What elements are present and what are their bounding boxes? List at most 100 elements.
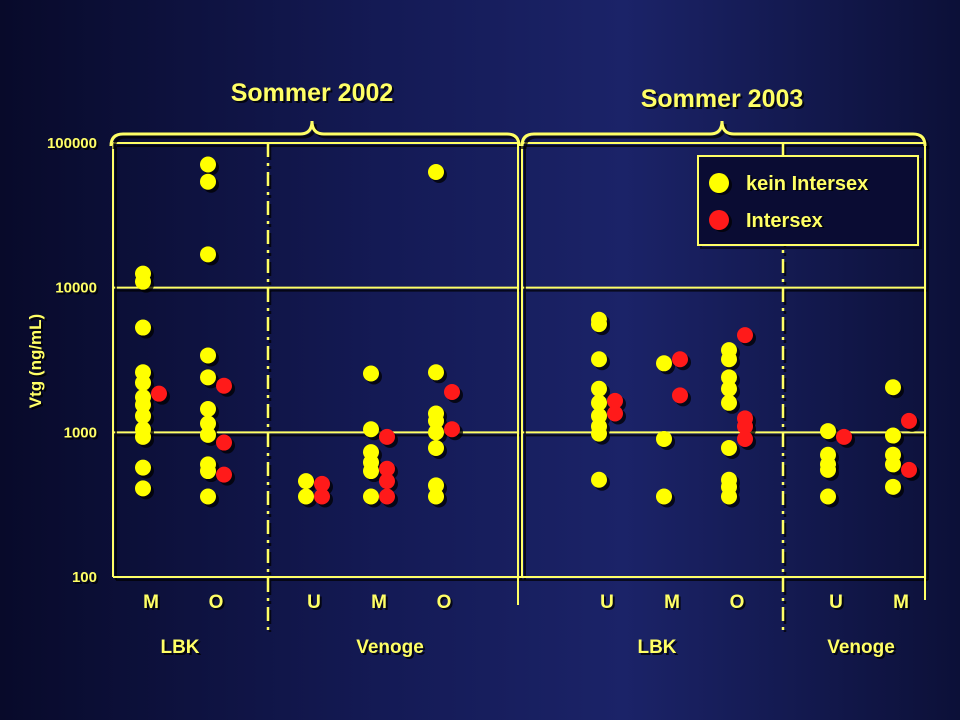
category-label: O <box>730 592 745 613</box>
category-label: M <box>893 592 909 613</box>
axes <box>113 576 928 605</box>
category-label: O <box>209 592 224 613</box>
data-point-kein-intersex <box>200 463 216 480</box>
data-point-intersex <box>379 473 395 490</box>
category-label-shadow: M <box>145 594 161 615</box>
data-point-kein-intersex <box>200 156 216 173</box>
legend-frame <box>697 155 919 246</box>
data-point-kein-intersex <box>135 428 151 445</box>
season-brace <box>109 120 521 147</box>
data-point-intersex <box>444 421 460 438</box>
data-point-kein-intersex <box>721 380 737 397</box>
data-point-intersex <box>216 377 232 394</box>
data-point-kein-intersex <box>363 421 379 438</box>
data-point-intersex <box>216 466 232 483</box>
data-point-kein-intersex <box>656 355 672 372</box>
data-point-intersex <box>737 430 753 447</box>
category-label-shadow: M <box>373 594 389 615</box>
data-point-kein-intersex <box>135 319 151 336</box>
season-label: Sommer 2002 <box>231 79 394 107</box>
category-label-shadow: M <box>666 594 682 615</box>
data-point-kein-intersex <box>591 351 607 368</box>
data-point-intersex <box>379 428 395 445</box>
data-point-kein-intersex <box>820 461 836 478</box>
data-point-kein-intersex <box>200 488 216 505</box>
data-point-intersex <box>737 418 753 435</box>
data-point-kein-intersex <box>298 473 314 490</box>
data-point-kein-intersex <box>200 426 216 443</box>
group-label-shadow: Venoge <box>829 639 897 660</box>
data-point-kein-intersex <box>428 477 444 494</box>
category-label: U <box>829 592 843 613</box>
y-tick-label: 100000 <box>47 135 97 152</box>
data-points <box>135 156 920 508</box>
legend-marker <box>709 210 729 230</box>
group-label: LBK <box>160 637 199 658</box>
data-point-kein-intersex <box>591 316 607 333</box>
category-label: M <box>664 592 680 613</box>
legend-label-shadow: Intersex <box>748 211 825 233</box>
y-tick-label-shadow: 1000 <box>66 426 99 443</box>
data-point-intersex <box>314 475 330 492</box>
season-label-shadow: Sommer 2003 <box>643 87 806 115</box>
category-label: M <box>371 592 387 613</box>
y-axis-label: Vtg (ng/mL) <box>26 314 45 408</box>
group-label-shadow: LBK <box>162 639 201 660</box>
data-point-kein-intersex <box>428 364 444 381</box>
data-point-intersex <box>607 392 623 409</box>
data-point-kein-intersex <box>135 459 151 476</box>
group-label-shadow: Venoge <box>358 639 426 660</box>
season-brace <box>520 120 927 147</box>
data-point-kein-intersex <box>885 379 901 396</box>
season-label: Sommer 2003 <box>641 85 804 113</box>
category-labels: MM OO UU MM OO UU MM OO UU MM <box>143 592 911 615</box>
data-point-intersex <box>901 461 917 478</box>
data-point-intersex <box>216 434 232 451</box>
data-point-intersex <box>379 460 395 477</box>
data-point-kein-intersex <box>135 273 151 290</box>
category-label-shadow: U <box>602 594 616 615</box>
data-point-intersex <box>607 405 623 422</box>
group-label: Venoge <box>827 637 895 658</box>
data-point-kein-intersex <box>200 415 216 432</box>
group-label: LBK <box>637 637 676 658</box>
data-point-kein-intersex <box>200 246 216 263</box>
data-point-kein-intersex <box>721 351 737 368</box>
y-tick-label-shadow: 100000 <box>49 137 99 154</box>
category-label-shadow: U <box>309 594 323 615</box>
legend-label: kein Intersex <box>746 173 868 195</box>
data-point-intersex <box>672 387 688 404</box>
data-point-kein-intersex <box>820 488 836 505</box>
data-point-kein-intersex <box>363 365 379 382</box>
group-label: Venoge <box>356 637 424 658</box>
data-point-intersex <box>379 488 395 505</box>
y-tick-label: 100 <box>72 569 97 586</box>
category-label-shadow: U <box>831 594 845 615</box>
y-axis-label-shadow: Vtg (ng/mL) <box>28 316 47 410</box>
data-point-kein-intersex <box>885 478 901 495</box>
data-point-kein-intersex <box>591 394 607 411</box>
category-label-shadow: O <box>211 594 226 615</box>
data-point-intersex <box>314 488 330 505</box>
data-point-intersex <box>672 351 688 368</box>
data-point-kein-intersex <box>135 480 151 497</box>
data-point-kein-intersex <box>200 369 216 386</box>
data-point-intersex <box>836 428 852 445</box>
y-tick-label-shadow: 10000 <box>57 282 99 299</box>
data-point-kein-intersex <box>363 488 379 505</box>
y-tick-label-shadow: 100 <box>74 571 99 588</box>
y-tick-label: 1000 <box>64 424 97 441</box>
data-point-kein-intersex <box>656 430 672 447</box>
data-point-kein-intersex <box>135 374 151 391</box>
legend-label: Intersex <box>746 210 823 232</box>
data-point-kein-intersex <box>200 173 216 190</box>
data-point-intersex <box>737 327 753 344</box>
category-label-shadow: O <box>732 594 747 615</box>
data-point-kein-intersex <box>885 427 901 444</box>
y-tick-label: 10000 <box>55 280 97 297</box>
